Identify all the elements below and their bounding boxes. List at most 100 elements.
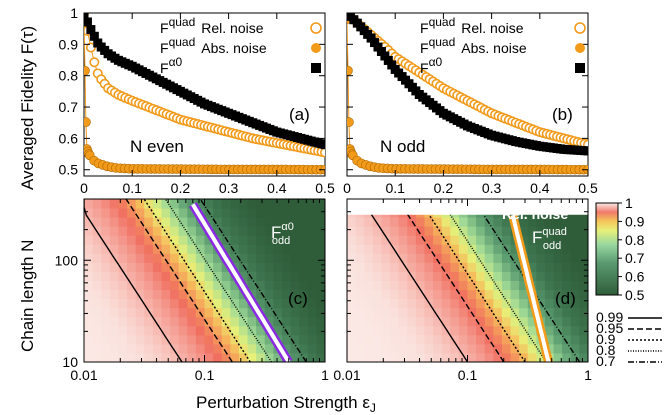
heat-cell (484, 271, 494, 281)
heat-cell (195, 352, 205, 362)
heat-cell (510, 298, 520, 309)
heat-cell (273, 253, 283, 263)
heat-cell (178, 217, 188, 227)
colorbar-ticks: 1 0.9 0.8 0.7 0.6 0.5 (618, 195, 645, 303)
heat-cell (247, 235, 257, 245)
xtick-label: 1 (321, 367, 329, 383)
heat-cell (544, 226, 555, 236)
heat-cell (109, 307, 119, 318)
heat-cell (127, 244, 137, 254)
heat-cell (467, 316, 477, 327)
heat-cell (290, 208, 300, 218)
heat-cell (407, 280, 417, 291)
heat-cell (307, 325, 317, 336)
heat-cell (562, 316, 572, 327)
heat-cell (562, 262, 572, 272)
heat-cell (450, 352, 460, 362)
marker-square (320, 140, 325, 150)
heat-cell (553, 334, 563, 345)
heat-cell (450, 343, 460, 354)
heat-cell (527, 316, 537, 327)
heat-cell (170, 253, 180, 263)
heat-cell (221, 298, 231, 309)
heat-cell (476, 298, 486, 309)
heat-cell (247, 253, 257, 263)
xtick-label: 0.4 (530, 180, 550, 196)
heat-cell (273, 199, 283, 209)
heat-cell (562, 217, 572, 227)
heat-cell (355, 271, 365, 281)
heat-cell (127, 208, 137, 218)
heat-cell (238, 235, 249, 245)
highlight-boundary-inner (191, 203, 291, 362)
heat-cell (84, 262, 94, 272)
heat-cell (493, 307, 503, 318)
heat-cell (187, 298, 197, 309)
heat-cell (501, 316, 512, 327)
heat-cell (118, 343, 128, 354)
marker-square (89, 31, 99, 41)
heat-cell (501, 280, 512, 291)
heat-cell (553, 244, 563, 254)
heat-cell (195, 199, 205, 209)
heat-cell (316, 307, 325, 318)
heat-cell (316, 199, 325, 209)
heat-cell (347, 217, 357, 227)
heat-cell (213, 226, 223, 236)
heat-cell (230, 226, 240, 236)
heat-cell (424, 262, 434, 272)
heat-cell (135, 316, 145, 327)
heat-cell (484, 226, 494, 236)
heat-cell (135, 235, 145, 245)
heat-cell (501, 325, 512, 336)
ytick-label: 0.7 (59, 99, 79, 115)
heat-cell (544, 244, 555, 254)
heat-cell (476, 271, 486, 281)
contour-0.99 (360, 199, 469, 362)
heat-cell (144, 226, 154, 236)
heat-cell (510, 325, 520, 336)
xtick-label: 0.3 (219, 180, 239, 196)
heat-cell (415, 343, 425, 354)
heat-cell (135, 226, 145, 236)
heat-cell (264, 307, 274, 318)
heat-cell (433, 280, 443, 291)
heat-cell (221, 271, 231, 281)
heat-cell (213, 289, 223, 300)
heat-cell (381, 217, 391, 227)
heat-cell (307, 334, 317, 345)
heat-cell (467, 280, 477, 291)
heat-cell (152, 253, 162, 263)
heat-cell (536, 226, 546, 236)
heat-cell (476, 235, 486, 245)
heat-cell (433, 316, 443, 327)
heat-cell (579, 289, 588, 300)
heat-cell (519, 298, 529, 309)
heat-cell (256, 244, 266, 254)
heat-cell (458, 271, 468, 281)
panel-c-heatmap (84, 199, 325, 362)
heat-cell (544, 316, 555, 327)
heat-cell (127, 226, 137, 236)
heat-cell (450, 289, 460, 300)
heat-cell (316, 289, 325, 300)
heat-cell (84, 244, 94, 254)
colorbar-tick-label: 0.8 (625, 232, 645, 248)
heat-cell (579, 217, 588, 227)
heat-cell (484, 244, 494, 254)
heat-cell (570, 262, 580, 272)
heat-cell (372, 289, 382, 300)
heat-cell (187, 262, 197, 272)
marker-square (86, 25, 96, 35)
heat-cell (135, 253, 145, 263)
heat-cell (527, 262, 537, 272)
heat-cell (450, 307, 460, 318)
heat-cell (562, 226, 572, 236)
heat-cell (127, 199, 137, 209)
xtick-label: 0.5 (578, 180, 598, 196)
legend-square-marker (575, 63, 585, 73)
heat-cell (493, 244, 503, 254)
xtick-label: 0.1 (195, 367, 215, 383)
heat-cell (424, 343, 434, 354)
heat-cell (221, 280, 231, 291)
